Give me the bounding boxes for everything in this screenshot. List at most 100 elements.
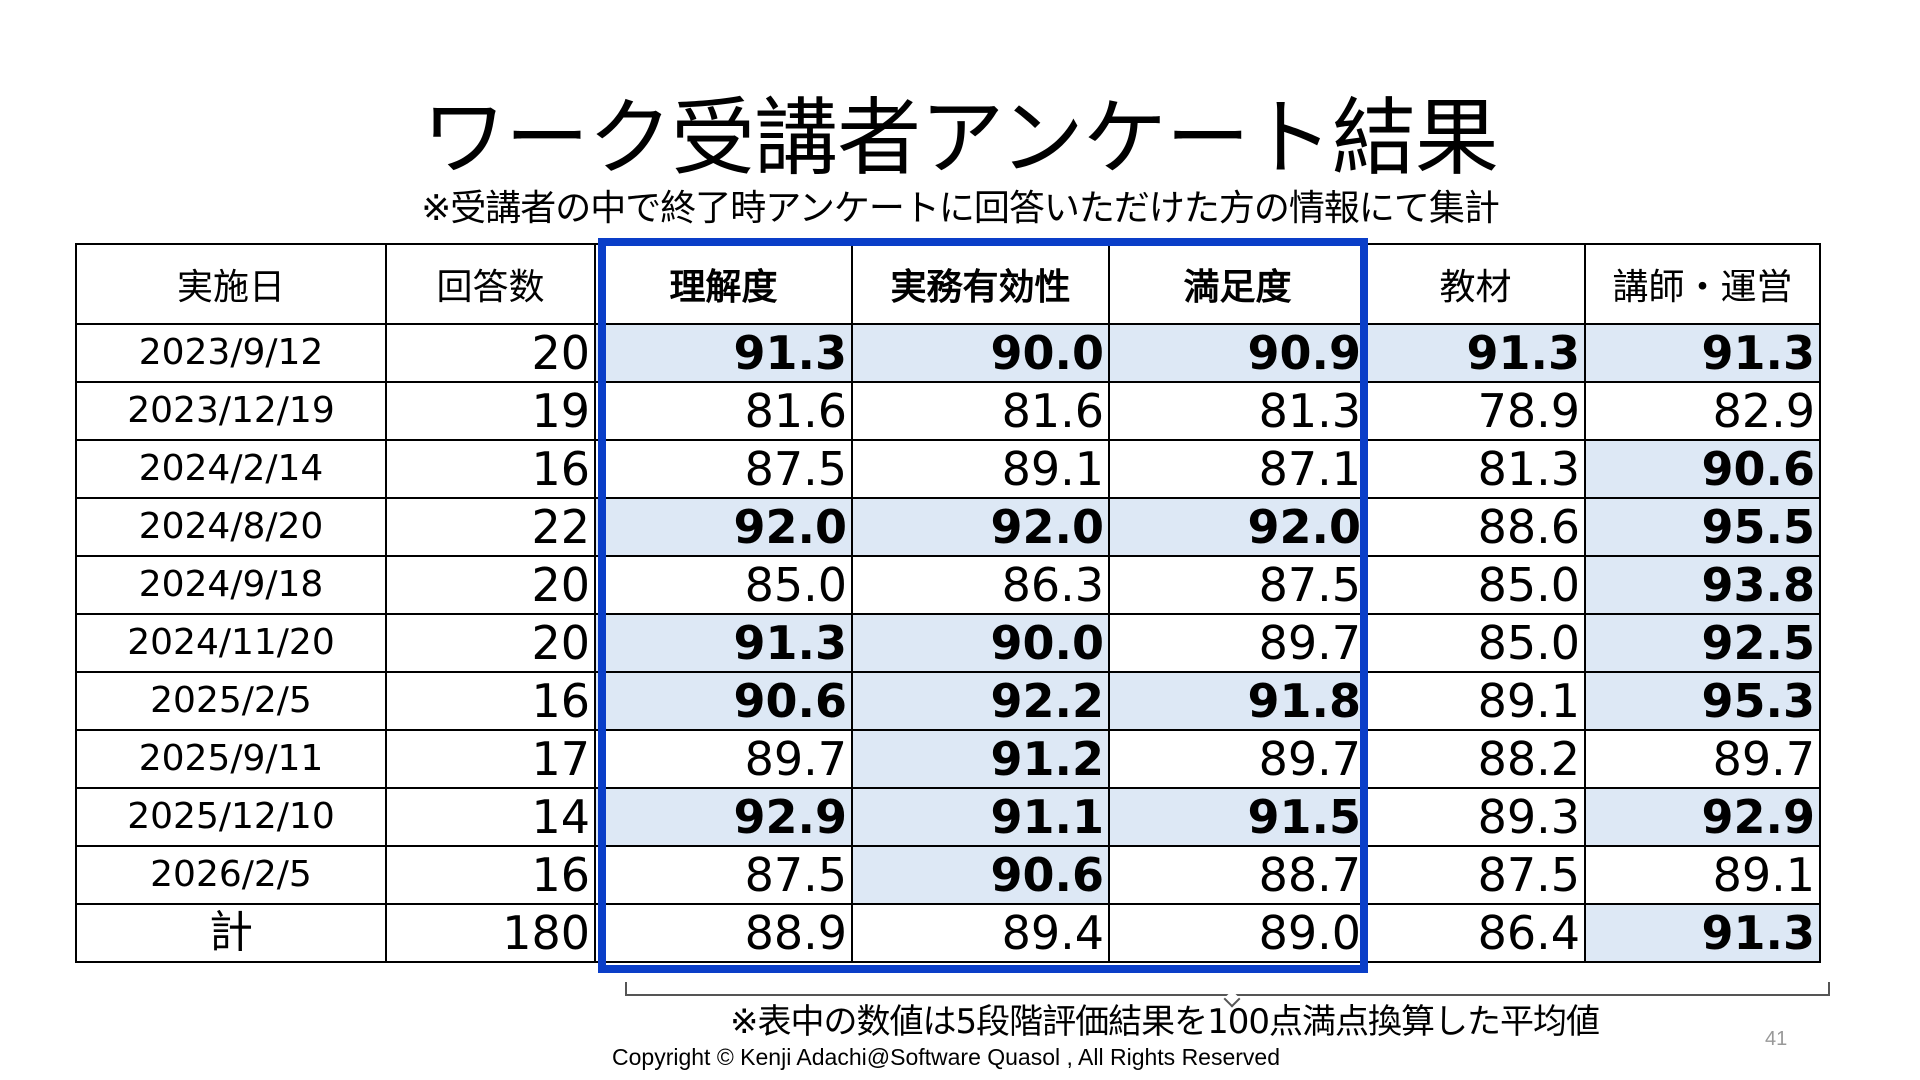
cell-satisfaction: 91.8 — [1108, 671, 1367, 731]
table-body: 2023/9/12 20 91.3 90.0 90.9 91.3 91.3 2023/12/1… — [75, 323, 1821, 963]
cell-satisfaction: 89.7 — [1108, 613, 1367, 673]
cell-understanding: 91.3 — [594, 323, 853, 383]
cell-understanding: 92.9 — [594, 787, 853, 847]
table-row: 2025/9/11 17 89.7 91.2 89.7 88.2 89.7 — [75, 729, 1821, 789]
cell-practical-effectiveness: 90.0 — [851, 613, 1110, 673]
cell-response-count: 16 — [385, 845, 596, 905]
cell-response-count: 20 — [385, 613, 596, 673]
table-row: 2023/12/19 19 81.6 81.6 81.3 78.9 82.9 — [75, 381, 1821, 441]
cell-materials: 85.0 — [1365, 613, 1586, 673]
cell-materials: 89.3 — [1365, 787, 1586, 847]
table-row: 2025/2/5 16 90.6 92.2 91.8 89.1 95.3 — [75, 671, 1821, 731]
cell-satisfaction: 81.3 — [1108, 381, 1367, 441]
header-practical-effectiveness: 実務有効性 — [851, 243, 1110, 325]
header-date: 実施日 — [75, 243, 387, 325]
cell-date: 2025/2/5 — [75, 671, 387, 731]
cell-date: 2025/12/10 — [75, 787, 387, 847]
cell-satisfaction: 89.0 — [1108, 903, 1367, 963]
cell-instructor-operation: 95.3 — [1584, 671, 1821, 731]
cell-instructor-operation: 89.1 — [1584, 845, 1821, 905]
cell-instructor-operation: 91.3 — [1584, 323, 1821, 383]
cell-practical-effectiveness: 89.1 — [851, 439, 1110, 499]
cell-satisfaction: 87.1 — [1108, 439, 1367, 499]
cell-response-count: 14 — [385, 787, 596, 847]
cell-materials: 86.4 — [1365, 903, 1586, 963]
cell-response-count: 16 — [385, 439, 596, 499]
page-number: 41 — [1765, 1028, 1788, 1050]
cell-response-count: 17 — [385, 729, 596, 789]
cell-instructor-operation: 82.9 — [1584, 381, 1821, 441]
header-instructor-operation: 講師・運営 — [1584, 243, 1821, 325]
slide-subtitle: ※受講者の中で終了時アンケートに回答いただけた方の情報にて集計 — [421, 188, 1500, 229]
cell-date: 2023/12/19 — [75, 381, 387, 441]
cell-understanding: 87.5 — [594, 439, 853, 499]
cell-understanding: 89.7 — [594, 729, 853, 789]
cell-response-count: 20 — [385, 555, 596, 615]
table-row: 2023/9/12 20 91.3 90.0 90.9 91.3 91.3 — [75, 323, 1821, 383]
slide-title: ワーク受講者アンケート結果 — [422, 89, 1499, 187]
cell-date: 2025/9/11 — [75, 729, 387, 789]
cell-understanding: 87.5 — [594, 845, 853, 905]
table-row: 2025/12/10 14 92.9 91.1 91.5 89.3 92.9 — [75, 787, 1821, 847]
total-row: 計 180 88.9 89.4 89.0 86.4 91.3 — [75, 903, 1821, 963]
header-satisfaction: 満足度 — [1108, 243, 1367, 325]
cell-understanding: 90.6 — [594, 671, 853, 731]
cell-practical-effectiveness: 89.4 — [851, 903, 1110, 963]
cell-instructor-operation: 90.6 — [1584, 439, 1821, 499]
cell-satisfaction: 92.0 — [1108, 497, 1367, 557]
cell-materials: 78.9 — [1365, 381, 1586, 441]
cell-practical-effectiveness: 91.2 — [851, 729, 1110, 789]
survey-results-table: 実施日 回答数 理解度 実務有効性 満足度 教材 講師・運営 2023/9/12… — [75, 243, 1821, 963]
cell-understanding: 85.0 — [594, 555, 853, 615]
cell-instructor-operation: 89.7 — [1584, 729, 1821, 789]
table-row: 2024/11/20 20 91.3 90.0 89.7 85.0 92.5 — [75, 613, 1821, 673]
table-row: 2024/8/20 22 92.0 92.0 92.0 88.6 95.5 — [75, 497, 1821, 557]
cell-date: 2024/11/20 — [75, 613, 387, 673]
cell-practical-effectiveness: 90.0 — [851, 323, 1110, 383]
cell-response-count: 180 — [385, 903, 596, 963]
cell-date: 2026/2/5 — [75, 845, 387, 905]
total-label: 計 — [75, 903, 387, 963]
cell-instructor-operation: 92.9 — [1584, 787, 1821, 847]
cell-practical-effectiveness: 92.2 — [851, 671, 1110, 731]
cell-date: 2024/8/20 — [75, 497, 387, 557]
cell-satisfaction: 89.7 — [1108, 729, 1367, 789]
cell-satisfaction: 90.9 — [1108, 323, 1367, 383]
cell-materials: 88.2 — [1365, 729, 1586, 789]
cell-practical-effectiveness: 81.6 — [851, 381, 1110, 441]
cell-practical-effectiveness: 92.0 — [851, 497, 1110, 557]
copyright-text: Copyright © Kenji Adachi@Software Quasol… — [612, 1044, 1280, 1070]
cell-response-count: 19 — [385, 381, 596, 441]
cell-date: 2024/2/14 — [75, 439, 387, 499]
cell-understanding: 88.9 — [594, 903, 853, 963]
cell-materials: 87.5 — [1365, 845, 1586, 905]
header-response-count: 回答数 — [385, 243, 596, 325]
cell-satisfaction: 91.5 — [1108, 787, 1367, 847]
cell-instructor-operation: 93.8 — [1584, 555, 1821, 615]
cell-satisfaction: 88.7 — [1108, 845, 1367, 905]
cell-instructor-operation: 91.3 — [1584, 903, 1821, 963]
cell-understanding: 92.0 — [594, 497, 853, 557]
table-header-row: 実施日 回答数 理解度 実務有効性 満足度 教材 講師・運営 — [75, 243, 1821, 325]
cell-materials: 91.3 — [1365, 323, 1586, 383]
header-materials: 教材 — [1365, 243, 1586, 325]
table-row: 2024/2/14 16 87.5 89.1 87.1 81.3 90.6 — [75, 439, 1821, 499]
cell-materials: 88.6 — [1365, 497, 1586, 557]
cell-understanding: 91.3 — [594, 613, 853, 673]
cell-date: 2024/9/18 — [75, 555, 387, 615]
cell-practical-effectiveness: 90.6 — [851, 845, 1110, 905]
cell-materials: 81.3 — [1365, 439, 1586, 499]
cell-date: 2023/9/12 — [75, 323, 387, 383]
cell-materials: 89.1 — [1365, 671, 1586, 731]
table-row: 2024/9/18 20 85.0 86.3 87.5 85.0 93.8 — [75, 555, 1821, 615]
cell-instructor-operation: 95.5 — [1584, 497, 1821, 557]
cell-instructor-operation: 92.5 — [1584, 613, 1821, 673]
cell-materials: 85.0 — [1365, 555, 1586, 615]
cell-response-count: 16 — [385, 671, 596, 731]
cell-practical-effectiveness: 86.3 — [851, 555, 1110, 615]
table-row: 2026/2/5 16 87.5 90.6 88.7 87.5 89.1 — [75, 845, 1821, 905]
cell-practical-effectiveness: 91.1 — [851, 787, 1110, 847]
table-note: ※表中の数値は5段階評価結果を100点満点換算した平均値 — [730, 1002, 1600, 1042]
header-understanding: 理解度 — [594, 243, 853, 325]
cell-response-count: 20 — [385, 323, 596, 383]
